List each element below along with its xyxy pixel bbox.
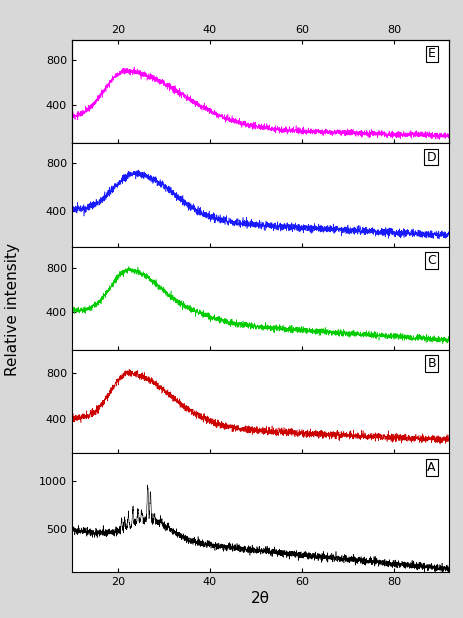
Text: Relative intensity: Relative intensity [6, 242, 20, 376]
Text: A: A [427, 461, 436, 474]
Text: D: D [426, 151, 436, 164]
Text: B: B [427, 357, 436, 370]
Text: C: C [427, 254, 436, 267]
Text: E: E [428, 48, 436, 61]
X-axis label: 2θ: 2θ [251, 591, 270, 606]
